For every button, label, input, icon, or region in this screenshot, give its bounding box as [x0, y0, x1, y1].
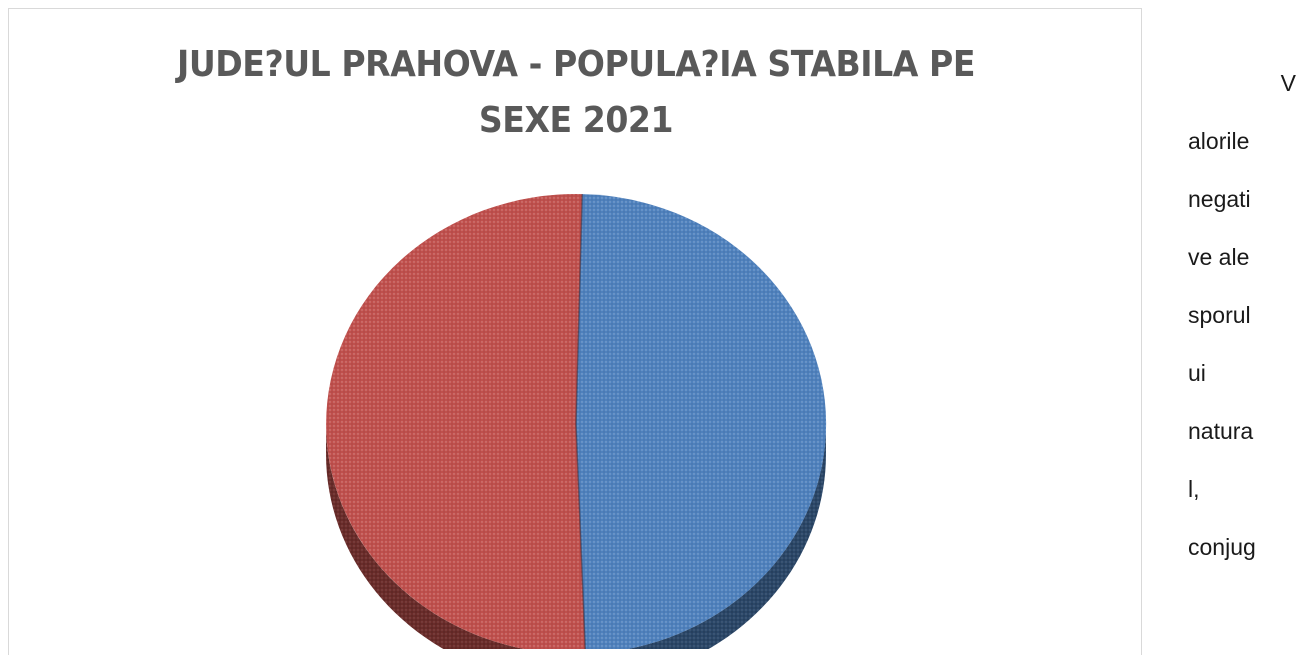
side-word: l,: [1188, 476, 1200, 502]
side-word: alorile: [1188, 128, 1250, 154]
chart-area: JUDE?UL PRAHOVA - POPULA?IA STABILA PE S…: [8, 8, 1142, 655]
side-word: natura: [1188, 418, 1254, 444]
chart-title-line-1: JUDE?UL PRAHOVA - POPULA?IA STABILA PE: [176, 44, 976, 85]
pie-slice-texture-0: [576, 194, 827, 649]
chart-title-line-2: SEXE 2021: [478, 100, 674, 141]
side-paragraph: V alorile negati ve ale sporul ui natura…: [1188, 54, 1296, 576]
side-word: conjug: [1188, 534, 1256, 560]
side-word: V: [1280, 70, 1296, 96]
pie-chart: [326, 194, 827, 649]
side-word: sporul: [1188, 302, 1251, 328]
pie-slice-edge-1: [575, 423, 587, 649]
chart-title: JUDE?UL PRAHOVA - POPULA?IA STABILA PE S…: [54, 37, 1097, 149]
pie-slice-texture-1: [326, 194, 586, 649]
side-word: ui: [1188, 360, 1206, 386]
side-word: ve ale: [1188, 244, 1250, 270]
pie-slice-edge-0: [575, 194, 583, 425]
side-word: negati: [1188, 186, 1251, 212]
